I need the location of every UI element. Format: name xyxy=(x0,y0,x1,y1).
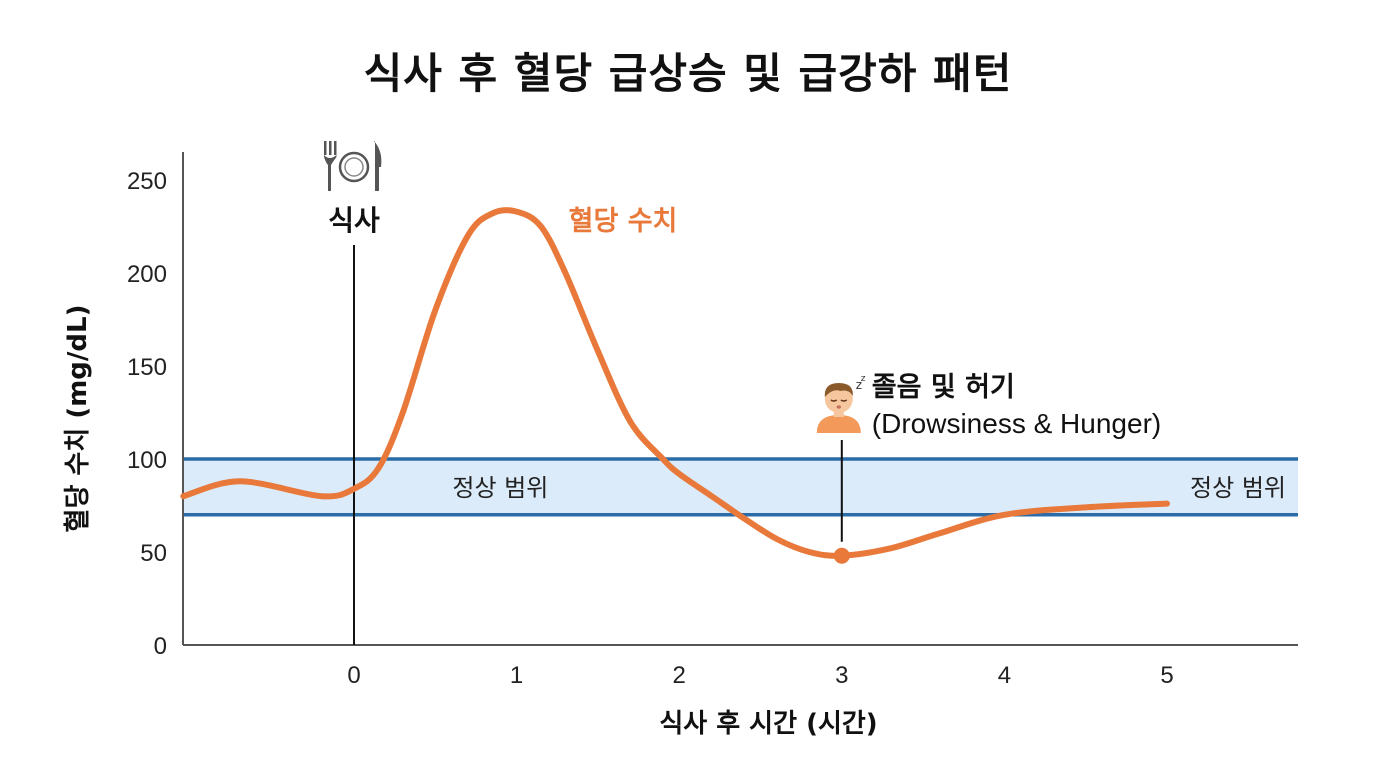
y-tick-label: 0 xyxy=(154,633,167,660)
y-axis-title: 혈당 수치 (mg/dL) xyxy=(63,305,93,533)
low-point-marker xyxy=(833,547,850,564)
y-tick-label: 250 xyxy=(127,168,167,195)
x-tick-label: 4 xyxy=(998,662,1011,689)
y-tick-label: 50 xyxy=(140,540,167,567)
plate-icon xyxy=(324,141,382,191)
y-tick-label: 100 xyxy=(127,447,167,474)
x-axis-title: 식사 후 시간 (시간) xyxy=(659,709,877,739)
y-tick-label: 200 xyxy=(127,261,167,288)
series-label: 혈당 수치 xyxy=(569,206,678,237)
normal-range-label-right: 정상 범위 xyxy=(1190,474,1286,502)
blood-sugar-curve xyxy=(180,207,1170,559)
drowsiness-label: 졸음 및 허기 xyxy=(872,372,1015,403)
svg-text:z: z xyxy=(856,378,862,392)
x-tick-label: 2 xyxy=(673,662,686,689)
x-tick-label: 0 xyxy=(347,662,360,689)
y-tick-label: 150 xyxy=(127,354,167,381)
svg-text:z: z xyxy=(861,374,866,384)
drowsiness-sublabel: (Drowsiness & Hunger) xyxy=(872,408,1161,439)
x-tick-label: 5 xyxy=(1160,662,1173,689)
y-ticks: 0 50 100 150 200 250 xyxy=(127,168,167,660)
meal-label: 식사 xyxy=(328,204,380,237)
normal-range-label: 정상 범위 xyxy=(452,474,548,502)
sleepy-person-icon: z z xyxy=(816,374,866,433)
x-ticks: 0 1 2 3 4 5 xyxy=(347,662,1173,689)
x-tick-label: 3 xyxy=(835,662,848,689)
chart-title: 식사 후 혈당 급상승 및 급강하 패턴 xyxy=(363,49,1013,98)
x-tick-label: 1 xyxy=(510,662,523,689)
